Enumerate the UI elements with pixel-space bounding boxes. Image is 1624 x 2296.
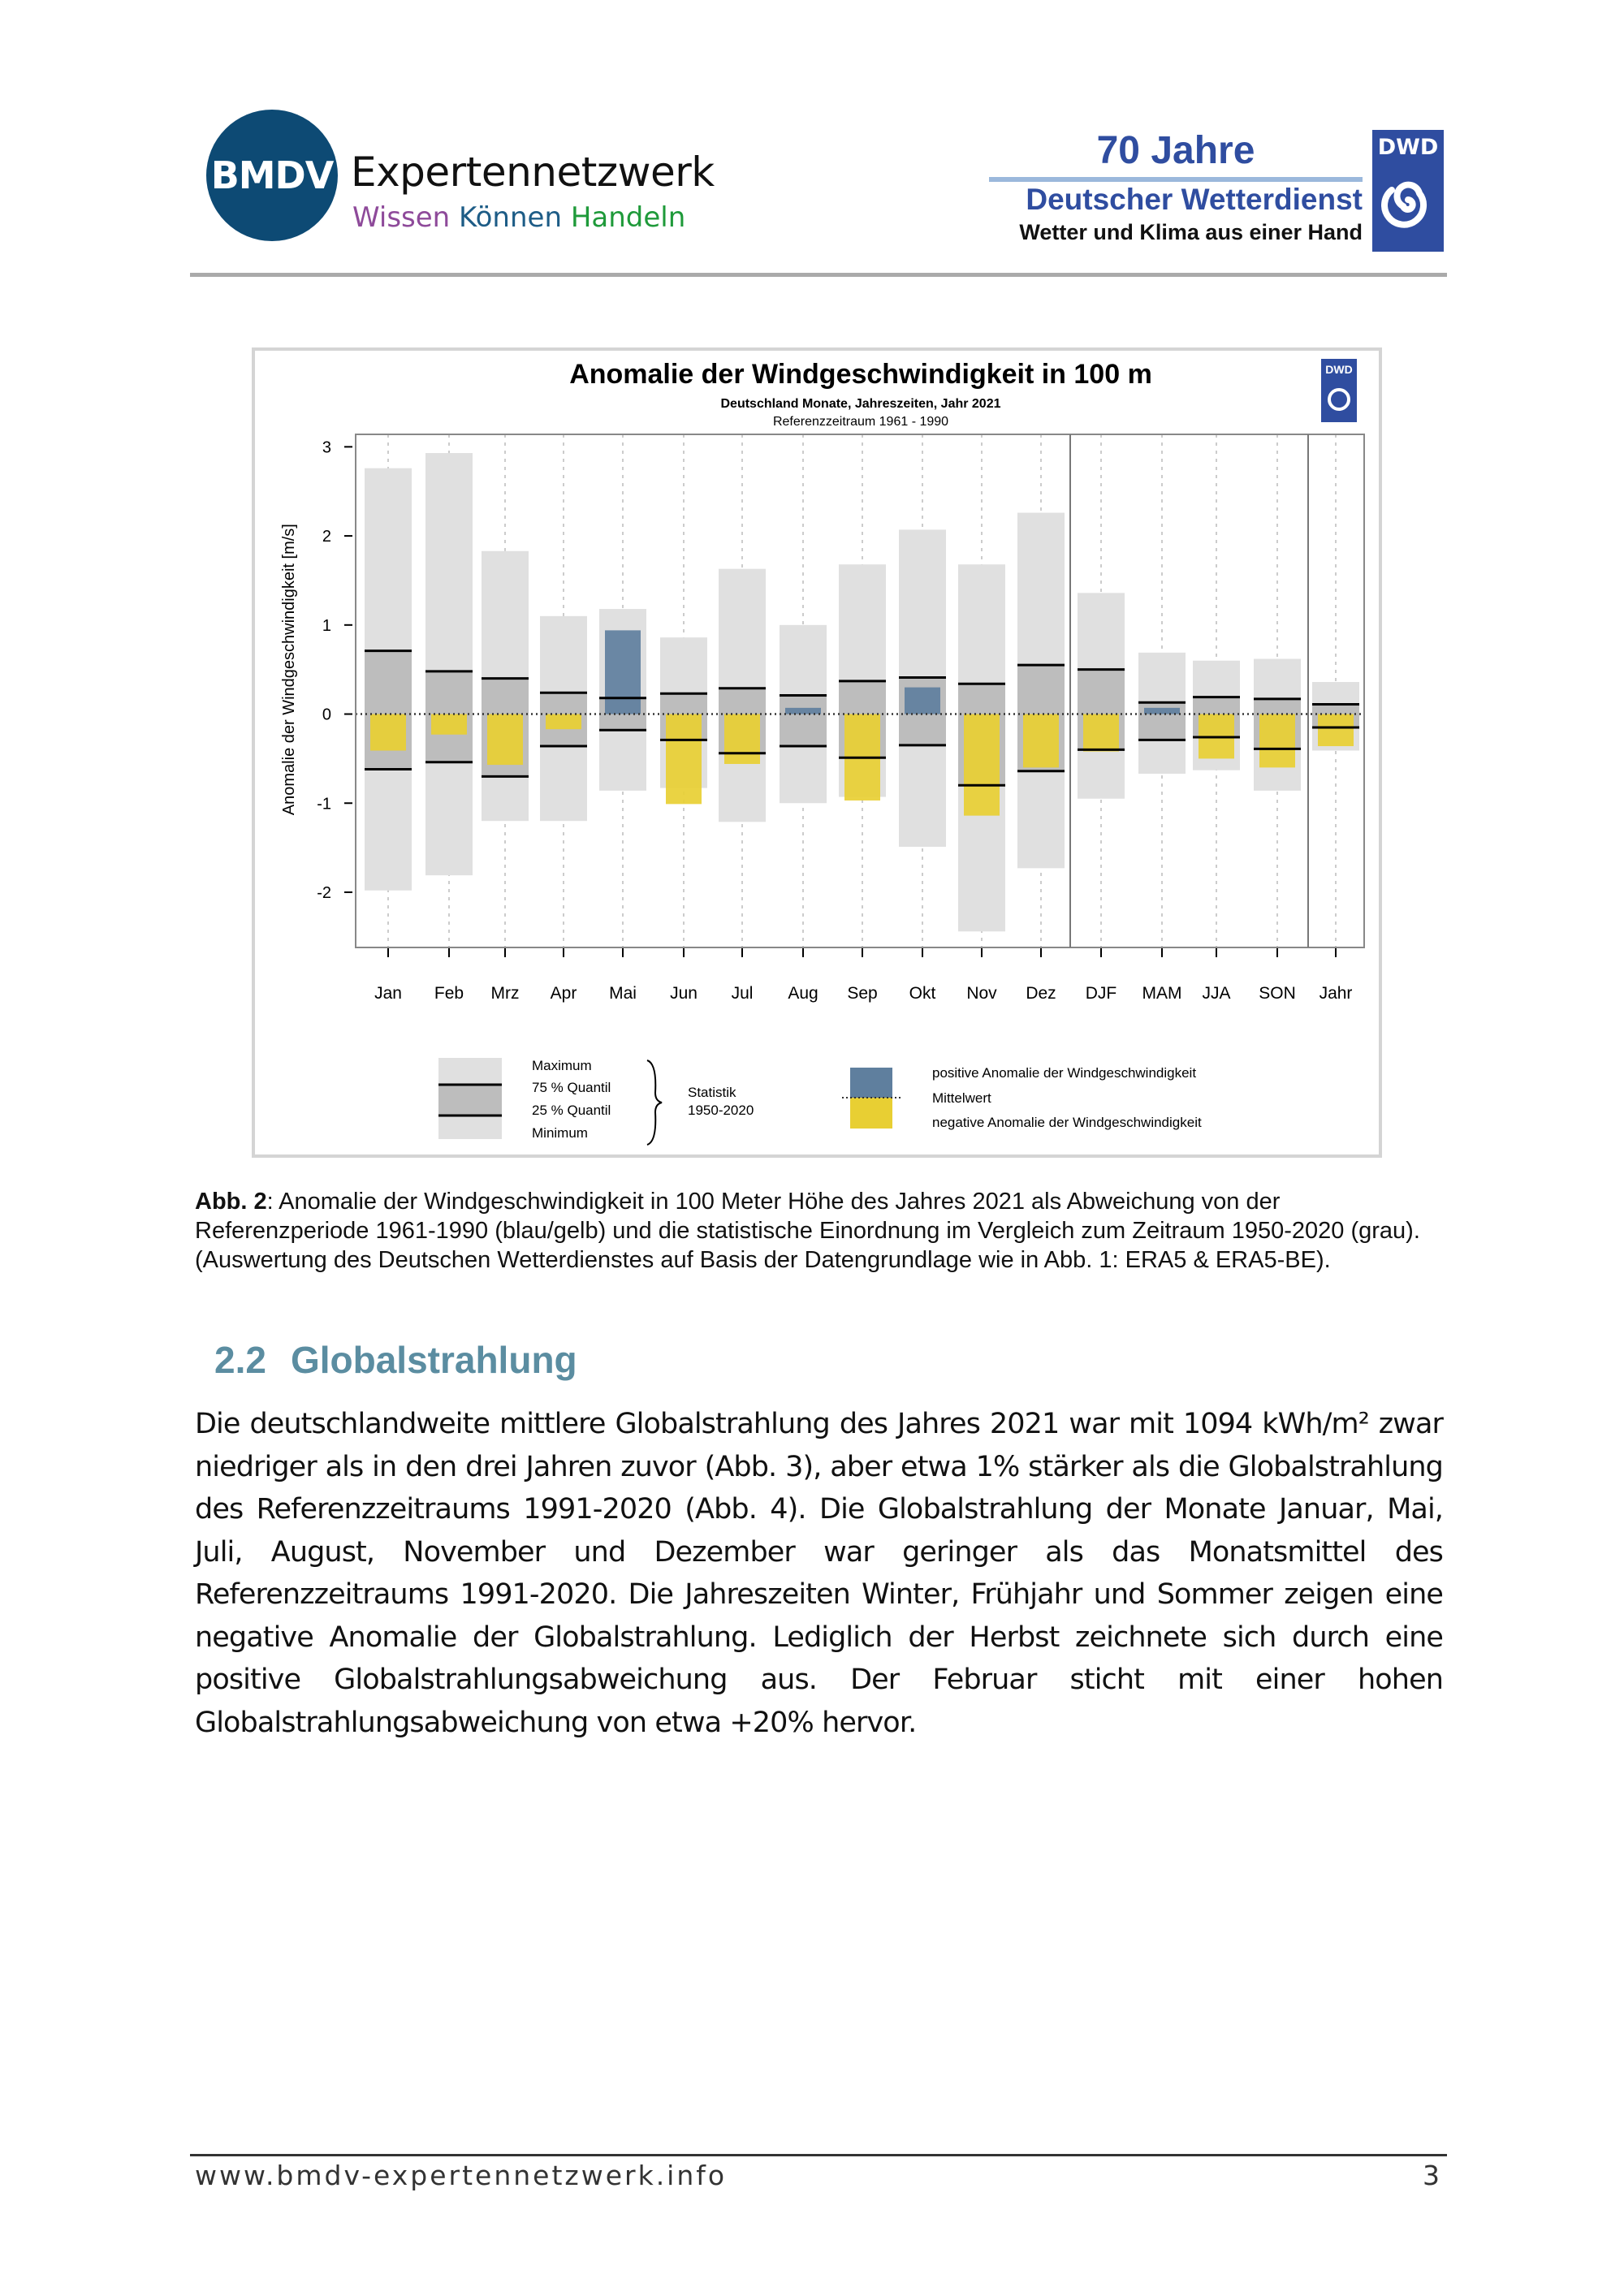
positive-anomaly-bar [785,707,821,714]
x-tick-label: Sep [847,984,877,1003]
legend-positive-swatch [850,1068,892,1098]
negative-anomaly-bar [964,714,1000,816]
section-number: 2.2 [214,1339,266,1381]
dwd-chart-logo-text: DWD [1325,363,1352,376]
negative-anomaly-bar [1083,714,1119,752]
negative-anomaly-bar [487,714,523,766]
page-number: 3 [1423,2160,1440,2191]
negative-anomaly-bar [431,714,467,735]
plot-border [355,434,1365,948]
y-tick-label: -1 [317,795,331,813]
chart-subtitle: Deutschland Monate, Jahreszeiten, Jahr 2… [720,397,1000,411]
negative-anomaly-bar [370,714,406,751]
x-tick-label: Dez [1026,984,1056,1003]
x-tick-label: Okt [909,984,936,1003]
legend-anomaly-label: positive Anomalie der Windgeschwindigkei… [932,1065,1196,1081]
slogan-word: Wissen [352,201,451,234]
x-tick-label: MAM [1142,984,1182,1003]
x-tick-label: Jan [374,984,402,1003]
legend-brace [646,1060,663,1146]
footer-url: www.bmdv-expertennetzwerk.info [195,2160,728,2191]
dwd-spiral-icon [1381,181,1427,228]
positive-anomaly-bar [1144,707,1180,714]
dwd-anniversary: 70 Jahre [1096,129,1255,172]
bmdv-logo-text: BMDV [210,153,335,197]
x-tick-label: Feb [434,984,464,1003]
header-divider [190,273,1447,277]
dwd-spiral-icon [1328,388,1350,411]
y-tick-label: 0 [322,706,331,724]
slogan-word: Können [459,201,562,234]
x-tick-label: Jahr [1320,984,1353,1003]
dwd-name: Deutscher Wetterdienst [1026,183,1363,216]
caption-text: : Anomalie der Windgeschwindigkeit in 10… [195,1189,1420,1273]
iqr-box [780,695,827,747]
x-tick-label: Apr [551,984,577,1003]
chart-figure: Anomalie der Windgeschwindigkeit in 100 … [252,347,1382,1158]
negative-anomaly-bar [1318,714,1354,747]
negative-anomaly-bar [1259,714,1295,768]
dwd-tagline: Wetter und Klima aus einer Hand [1019,220,1363,244]
body-paragraph: Die deutschlandweite mittlere Globalstra… [195,1408,1444,1739]
legend-iqr-swatch [438,1085,502,1116]
x-tick-label: JJA [1202,984,1230,1003]
y-tick-label: 1 [322,617,331,635]
slogan-word: Handeln [570,201,686,234]
x-tick-label: Nov [966,984,997,1003]
caption-label: Abb. 2 [195,1189,267,1215]
legend-anomaly-label: Mittelwert [932,1090,991,1106]
bmdv-network-name: Expertennetzwerk [351,149,715,196]
x-tick-label: Mrz [491,984,520,1003]
bmdv-slogan: Wissen Können Handeln [352,201,685,234]
chart-reference: Referenzzeitraum 1961 - 1990 [773,415,948,429]
negative-anomaly-bar [666,714,702,805]
legend-anomaly-label: negative Anomalie der Windgeschwindigkei… [932,1115,1202,1130]
footer-divider [190,2154,1447,2156]
legend-stat-label: Minimum [532,1125,588,1141]
negative-anomaly-bar [546,714,581,730]
bmdv-logo: BMDV [206,110,338,241]
negative-anomaly-bar [724,714,760,764]
legend-negative-swatch [850,1098,892,1129]
y-tick-label: -2 [317,884,331,902]
section-heading: 2.2 Globalstrahlung [214,1338,602,1382]
dwd-logo-text: DWD [1377,135,1439,160]
legend-stat-label: Maximum [532,1058,592,1073]
y-tick-label: 2 [322,528,331,546]
iqr-box [365,650,412,770]
negative-anomaly-bar [1023,714,1059,768]
x-tick-label: Jul [732,984,754,1003]
positive-anomaly-bar [605,630,641,714]
figure-caption: Abb. 2: Anomalie der Windgeschwindigkeit… [195,1187,1445,1275]
y-axis-label: Anomalie der Windgeschwindigkeit [m/s] [280,524,298,815]
x-tick-label: DJF [1086,984,1117,1003]
dwd-logo: DWD [1372,130,1444,252]
legend-stat-group: Statistik [688,1085,736,1100]
section-title: Globalstrahlung [290,1339,577,1381]
y-tick-label: 3 [322,438,331,456]
legend-stat-label: 25 % Quantil [532,1103,611,1118]
legend-stat-label: 75 % Quantil [532,1080,611,1095]
x-tick-label: Mai [609,984,637,1003]
x-tick-label: Aug [788,984,818,1003]
range-box [425,453,473,876]
legend-stat-group: 1950-2020 [688,1103,754,1118]
dwd-divider [989,177,1363,182]
x-tick-label: Jun [670,984,698,1003]
chart-title: Anomalie der Windgeschwindigkeit in 100 … [569,359,1152,390]
x-tick-label: SON [1259,984,1296,1003]
positive-anomaly-bar [905,687,940,714]
wind-anomaly-chart: Anomalie der Windgeschwindigkeit in 100 … [280,359,1365,1146]
